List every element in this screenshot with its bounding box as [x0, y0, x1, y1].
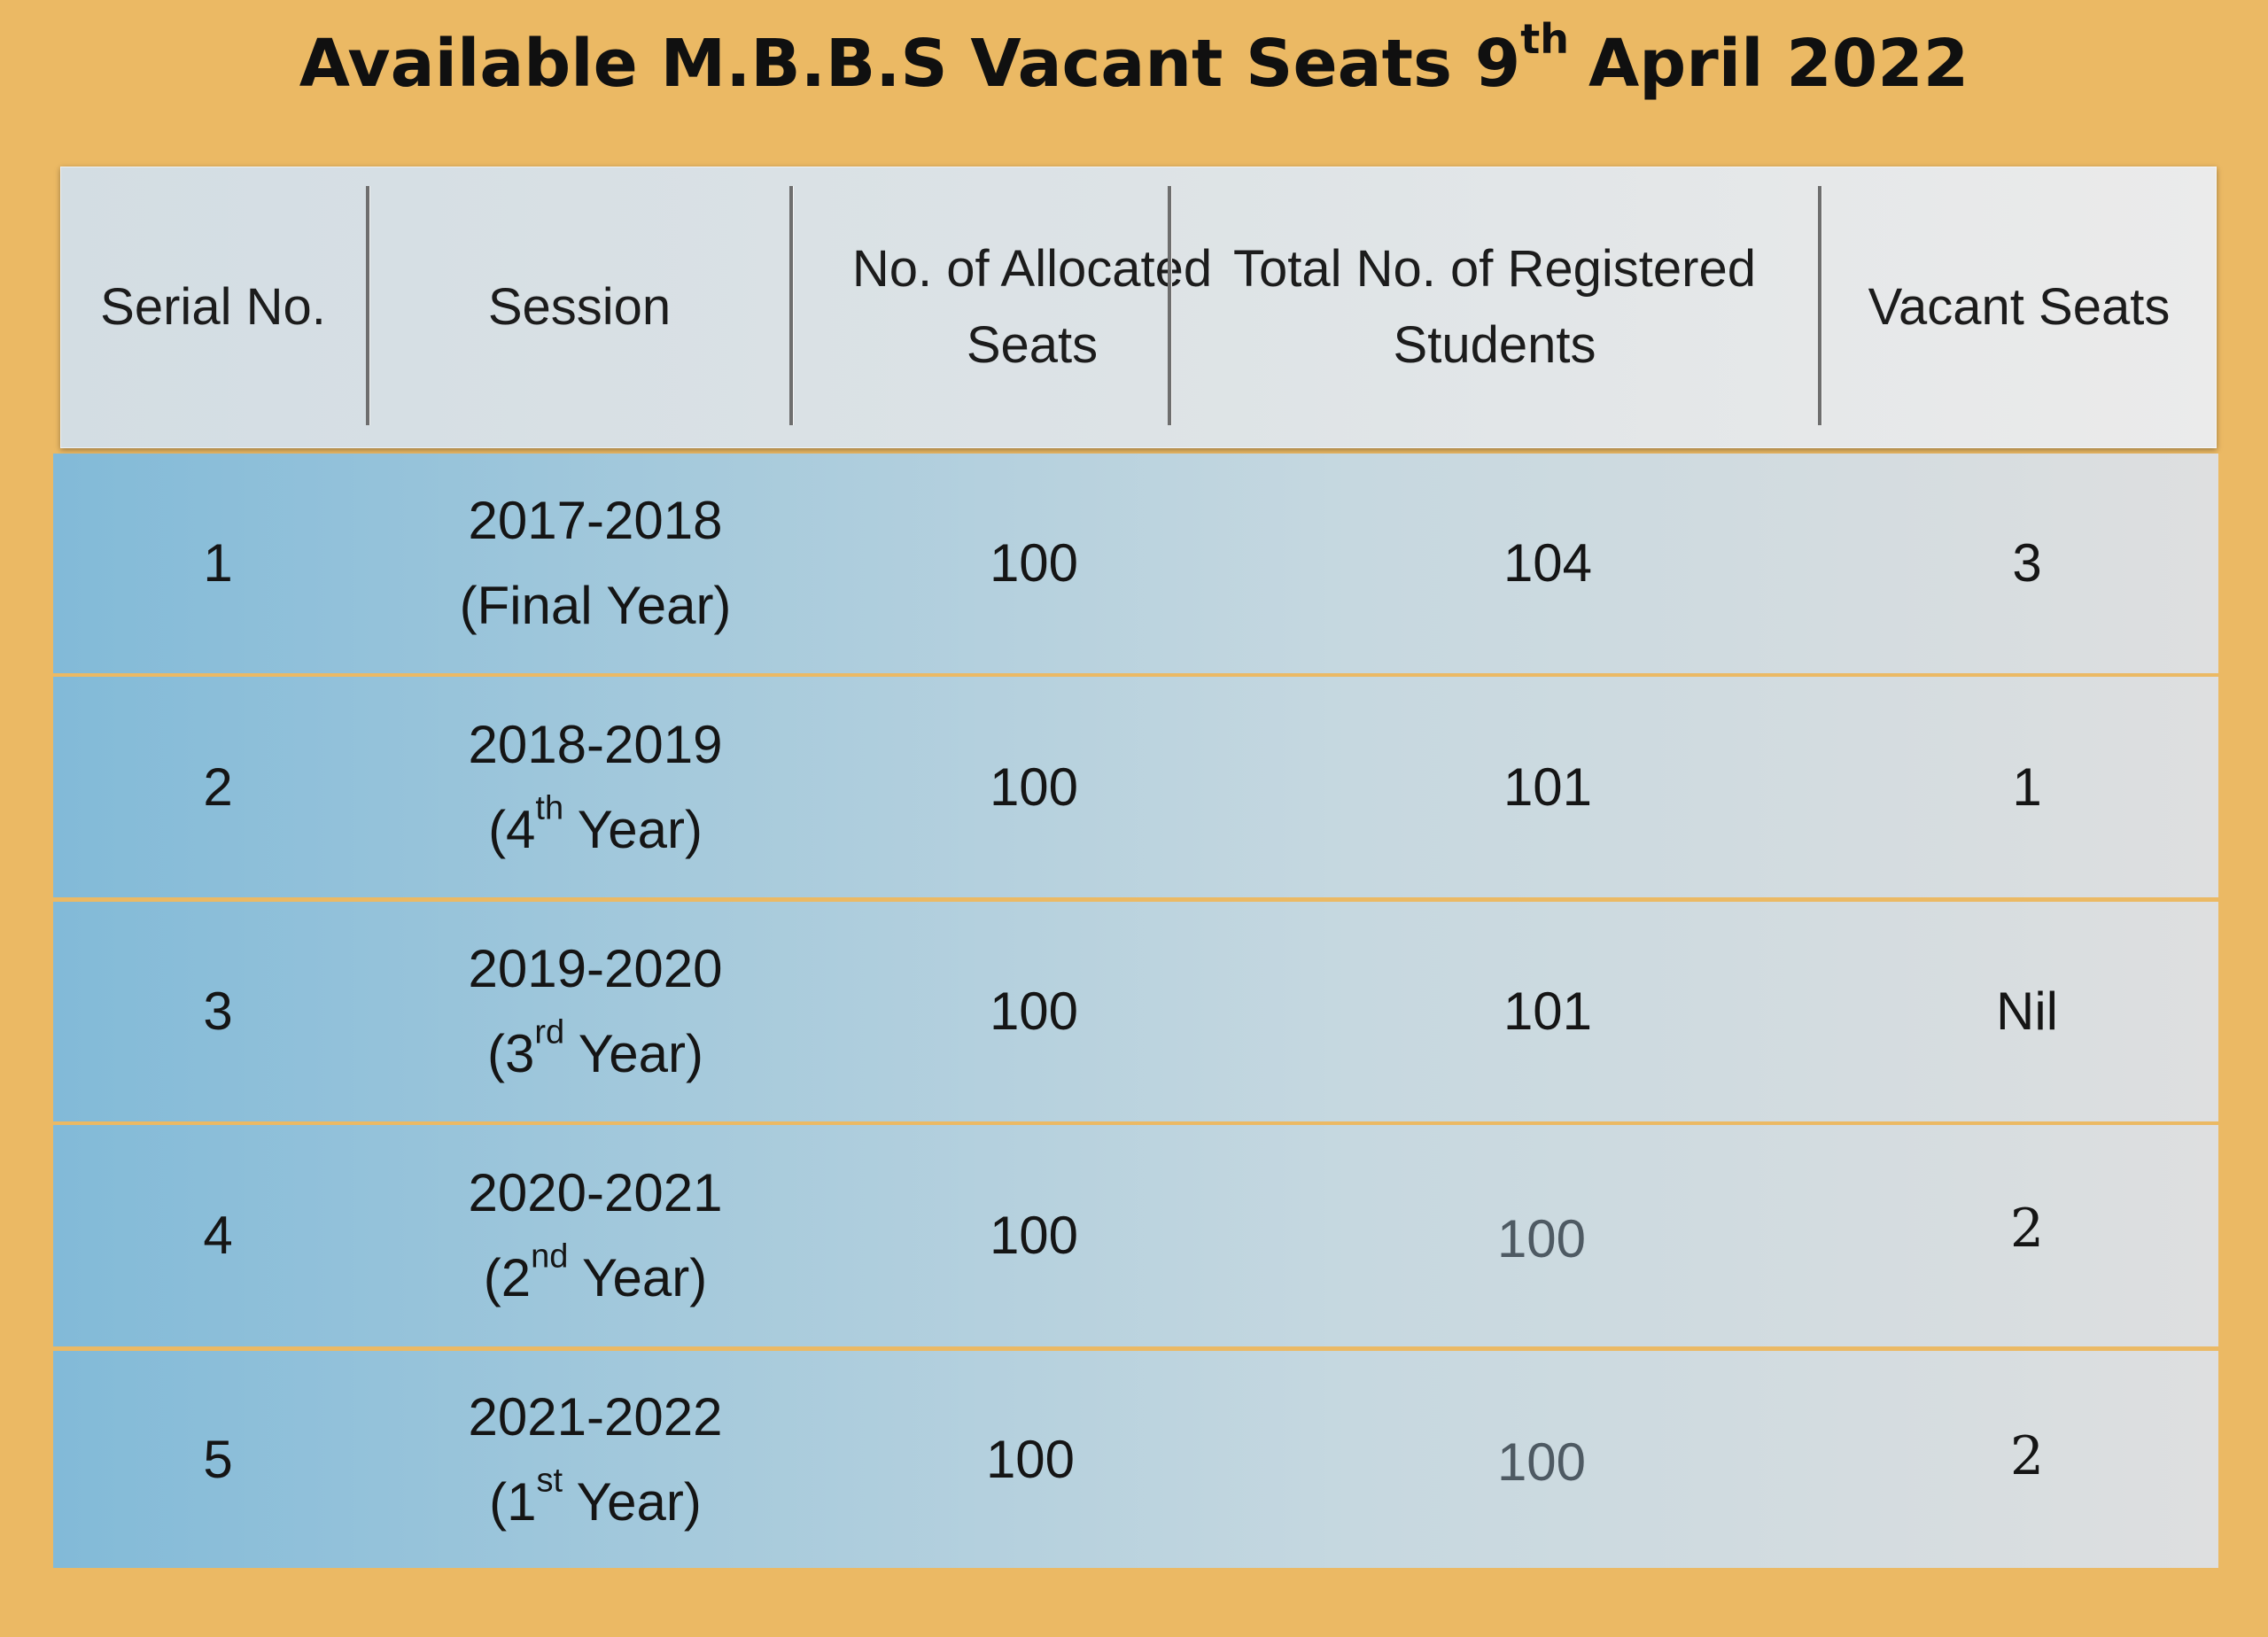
- session-years: 2019-2020: [468, 939, 723, 998]
- title-main: Available M.B.B.S Vacant Seats 9: [299, 26, 1521, 102]
- session-years: 2018-2019: [468, 714, 723, 774]
- session-years: 2021-2022: [468, 1386, 723, 1447]
- table-row: 5 2021-2022 (1st Year) 100 100 2: [53, 1351, 2218, 1568]
- cell-serial: 2: [203, 756, 233, 817]
- cell-session: 2019-2020 (3rd Year): [383, 902, 808, 1121]
- session-years: 2020-2021: [468, 1163, 723, 1222]
- cell-serial: 1: [203, 533, 233, 593]
- table-row: 1 2017-2018 (Final Year) 100 104 3: [53, 454, 2218, 673]
- session-year-label: (Final Year): [459, 576, 732, 635]
- cell-session: 2017-2018 (Final Year): [383, 454, 808, 673]
- header-divider: [789, 186, 793, 425]
- session-year-label: (2nd Year): [483, 1237, 708, 1307]
- header-registered-students: Total No. of Registered Students: [1233, 240, 1756, 374]
- cell-vacant: 3: [2012, 533, 2042, 593]
- header-divider: [1168, 186, 1171, 425]
- header-session: Session: [487, 278, 672, 336]
- cell-registered: 101: [1503, 981, 1593, 1041]
- cell-allocated: 100: [989, 1206, 1079, 1265]
- cell-session: 2018-2019 (4th Year): [383, 677, 808, 897]
- title-superscript: th: [1520, 15, 1570, 64]
- cell-session: 2021-2022 (1st Year): [383, 1351, 808, 1568]
- cell-registered: 104: [1503, 533, 1593, 593]
- cell-allocated: 100: [989, 981, 1079, 1041]
- cell-session: 2020-2021 (2nd Year): [383, 1125, 808, 1346]
- header-allocated-seats: No. of Allocated Seats: [851, 240, 1213, 374]
- header-serial-no: Serial No.: [100, 278, 326, 336]
- cell-allocated: 100: [989, 756, 1079, 817]
- cell-registered: 101: [1503, 756, 1593, 817]
- cell-serial: 5: [203, 1429, 233, 1489]
- cell-vacant: 1: [2012, 756, 2042, 817]
- cell-allocated: 100: [989, 533, 1079, 593]
- cell-vacant: 2: [2009, 1198, 2045, 1260]
- cell-registered: 100: [1496, 1209, 1587, 1268]
- header-divider: [1818, 186, 1821, 425]
- session-year-label: (4th Year): [488, 789, 703, 859]
- table-row: 2 2018-2019 (4th Year) 100 101 1: [53, 677, 2218, 897]
- header-divider: [366, 186, 369, 425]
- page-title: Available M.B.B.S Vacant Seats 9th April …: [0, 19, 2268, 108]
- table-body: 1 2017-2018 (Final Year) 100 104 3 2 201…: [53, 454, 2218, 1568]
- session-year-label: (3rd Year): [487, 1013, 703, 1083]
- title-date-rest: April 2022: [1588, 26, 1969, 102]
- session-year-label: (1st Year): [489, 1462, 702, 1532]
- cell-vacant: Nil: [1996, 981, 2058, 1041]
- table-row: 3 2019-2020 (3rd Year) 100 101 Nil: [53, 902, 2218, 1121]
- cell-registered: 100: [1496, 1431, 1587, 1492]
- cell-serial: 4: [203, 1206, 233, 1265]
- table-row: 4 2020-2021 (2nd Year) 100 100 2: [53, 1125, 2218, 1346]
- table-header: Serial No. Session No. of Allocated Seat…: [60, 167, 2217, 448]
- header-vacant-seats: Vacant Seats: [1868, 278, 2171, 336]
- cell-serial: 3: [203, 981, 233, 1041]
- session-years: 2017-2018: [468, 491, 723, 550]
- cell-vacant: 2: [2009, 1424, 2045, 1487]
- cell-allocated: 100: [985, 1429, 1076, 1489]
